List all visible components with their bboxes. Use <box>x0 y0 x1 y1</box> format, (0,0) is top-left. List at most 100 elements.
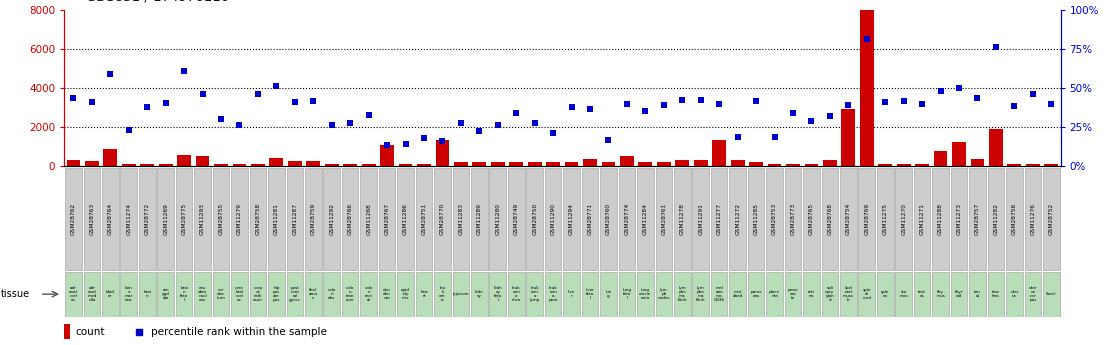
Point <box>747 98 765 104</box>
Text: corp
us
calli
osun: corp us calli osun <box>254 286 262 302</box>
Text: kidn
ey
feta
l: kidn ey feta l <box>494 286 503 302</box>
Bar <box>526 272 542 317</box>
Text: GSM28773: GSM28773 <box>790 203 796 235</box>
Bar <box>324 164 339 166</box>
Text: GSM28768: GSM28768 <box>827 203 832 235</box>
Bar <box>417 164 431 166</box>
Text: GSM28775: GSM28775 <box>182 203 187 235</box>
Point <box>618 101 635 106</box>
Point <box>858 37 876 42</box>
Bar <box>526 168 542 270</box>
Text: GSM11278: GSM11278 <box>680 203 685 235</box>
Bar <box>158 164 173 166</box>
Bar <box>565 162 579 166</box>
Text: GSM11292: GSM11292 <box>329 203 334 235</box>
Bar <box>747 272 764 317</box>
Bar <box>711 272 727 317</box>
Text: GSM11288: GSM11288 <box>938 203 943 235</box>
Bar <box>121 272 137 317</box>
Text: place
nta: place nta <box>769 290 780 298</box>
Bar <box>582 168 598 270</box>
Bar <box>730 272 746 317</box>
Bar <box>803 272 819 317</box>
Point <box>655 103 673 108</box>
Bar <box>932 272 949 317</box>
Text: GSM11273: GSM11273 <box>956 203 962 235</box>
Bar <box>249 272 266 317</box>
Bar <box>692 168 708 270</box>
Bar <box>65 168 82 270</box>
Text: GSM28755: GSM28755 <box>218 203 224 235</box>
Text: kidn
ey: kidn ey <box>475 290 484 298</box>
Text: prosr
eta
te: prosr eta te <box>788 288 798 300</box>
Text: adr
enal
med
ulla: adr enal med ulla <box>87 286 96 302</box>
Text: reti
na: reti na <box>808 290 815 298</box>
Text: thyr
oid: thyr oid <box>954 290 963 298</box>
Bar <box>601 162 615 166</box>
Text: GSM28750: GSM28750 <box>532 203 537 235</box>
Bar <box>951 272 968 317</box>
Point <box>304 98 322 104</box>
Bar <box>434 272 451 317</box>
Bar <box>453 168 469 270</box>
Text: cere
bral
cort
ex: cere bral cort ex <box>235 286 244 302</box>
Point <box>950 85 968 91</box>
Text: leu
k
em
ia: leu k em ia <box>439 286 446 302</box>
Bar <box>380 145 394 166</box>
Point <box>434 139 452 144</box>
Text: lym
pho
ma
Burk: lym pho ma Burk <box>677 286 687 302</box>
Text: brai
n: brai n <box>143 290 152 298</box>
Text: bon
e
mar
row: bon e mar row <box>125 286 133 302</box>
Point <box>415 136 433 141</box>
Bar <box>545 168 561 270</box>
Point <box>839 103 857 108</box>
Text: GSM28767: GSM28767 <box>384 203 390 235</box>
Bar <box>508 272 525 317</box>
Point <box>711 101 728 106</box>
Text: GSM28766: GSM28766 <box>348 203 353 235</box>
Bar <box>379 168 395 270</box>
Bar <box>933 151 948 166</box>
Text: colo
n
des: colo n des <box>328 288 335 300</box>
Text: GSM11291: GSM11291 <box>699 203 703 235</box>
Bar <box>674 168 691 270</box>
Bar <box>66 160 81 166</box>
Bar <box>102 168 118 270</box>
Text: pancr
eas: pancr eas <box>751 290 762 298</box>
Point <box>507 110 525 116</box>
Bar <box>766 168 783 270</box>
Text: duo
den
um: duo den um <box>383 288 391 300</box>
Bar <box>470 272 487 317</box>
Bar <box>803 168 819 270</box>
Bar <box>342 272 359 317</box>
Bar <box>600 272 617 317</box>
Bar <box>435 140 449 166</box>
Bar <box>177 155 192 166</box>
Bar <box>655 272 672 317</box>
Bar <box>231 168 248 270</box>
Point <box>102 72 120 77</box>
Bar <box>877 168 893 270</box>
Bar <box>583 159 597 166</box>
Text: uter
us
cor
pus: uter us cor pus <box>1028 286 1037 302</box>
Text: test
es: test es <box>918 290 927 298</box>
Point <box>213 116 230 122</box>
Text: GSM11277: GSM11277 <box>716 203 722 235</box>
Bar <box>103 149 117 166</box>
Text: GSM28761: GSM28761 <box>661 203 666 235</box>
Point <box>323 122 341 128</box>
Bar <box>343 164 358 166</box>
Text: live
r: live r <box>568 290 576 298</box>
Text: uter
us: uter us <box>1010 290 1018 298</box>
Bar <box>288 161 302 166</box>
Bar <box>932 168 949 270</box>
Bar <box>989 129 1003 166</box>
Text: GSM28752: GSM28752 <box>1048 203 1054 235</box>
Text: GSM11271: GSM11271 <box>920 203 924 235</box>
Point <box>600 138 618 143</box>
Bar <box>85 161 99 166</box>
Bar <box>1043 168 1059 270</box>
Bar <box>546 162 560 166</box>
Bar <box>397 168 414 270</box>
Text: GSM11287: GSM11287 <box>292 203 298 235</box>
